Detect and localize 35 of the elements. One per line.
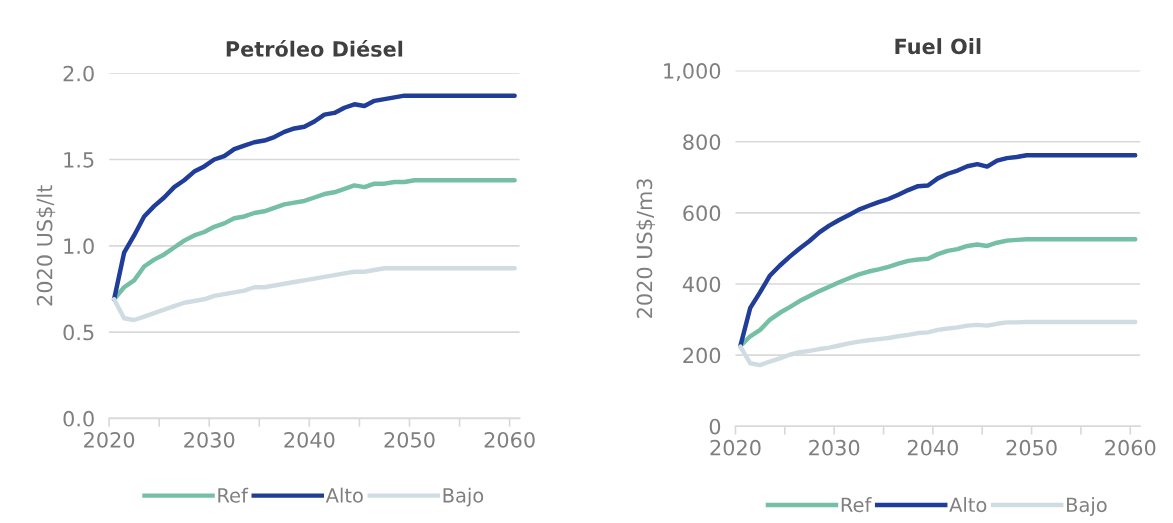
y-tick-label: 0.0 <box>63 410 94 427</box>
chart-title: Fuel Oil <box>895 38 981 55</box>
x-tick-label: 2040 <box>284 431 335 448</box>
line-series <box>738 319 1138 368</box>
y-axis-title: 2020 US$/m3 <box>636 179 656 318</box>
chart-title: Petróleo Diésel <box>226 39 403 57</box>
legend-label: Bajo <box>443 487 484 507</box>
legend-label: Ref <box>218 487 249 503</box>
line-series <box>111 93 517 302</box>
y-tick-label: 0.5 <box>63 324 94 341</box>
x-tick-label: 2060 <box>1105 439 1156 456</box>
y-tick-label: 200 <box>683 347 721 364</box>
line-series <box>738 153 1138 349</box>
x-tick-label: 2020 <box>84 431 135 448</box>
y-tick-label: 1.0 <box>64 238 94 255</box>
y-tick-label: 1,000 <box>664 63 721 81</box>
x-tick-label: 2020 <box>710 439 761 456</box>
y-tick-label: 600 <box>683 205 721 222</box>
x-tick-label: 2040 <box>907 439 958 456</box>
line-series <box>111 266 517 323</box>
x-tick-label: 2060 <box>484 431 535 448</box>
x-tick-label: 2030 <box>809 439 860 456</box>
legend-label: Ref <box>841 497 872 513</box>
y-tick-label: 1.5 <box>64 152 94 168</box>
x-tick-label: 2030 <box>184 431 235 448</box>
legend-label: Bajo <box>1067 497 1107 516</box>
legend-label: Alto <box>325 487 363 503</box>
legend-label: Alto <box>949 497 987 513</box>
y-axis-title: 2020 US$/lt <box>36 185 56 306</box>
x-tick-label: 2050 <box>384 431 435 448</box>
x-tick-label: 2050 <box>1006 439 1057 456</box>
y-tick-label: 0 <box>709 418 721 435</box>
y-tick-label: 2.0 <box>63 65 94 82</box>
y-tick-label: 400 <box>682 276 721 293</box>
y-tick-label: 800 <box>683 134 721 150</box>
